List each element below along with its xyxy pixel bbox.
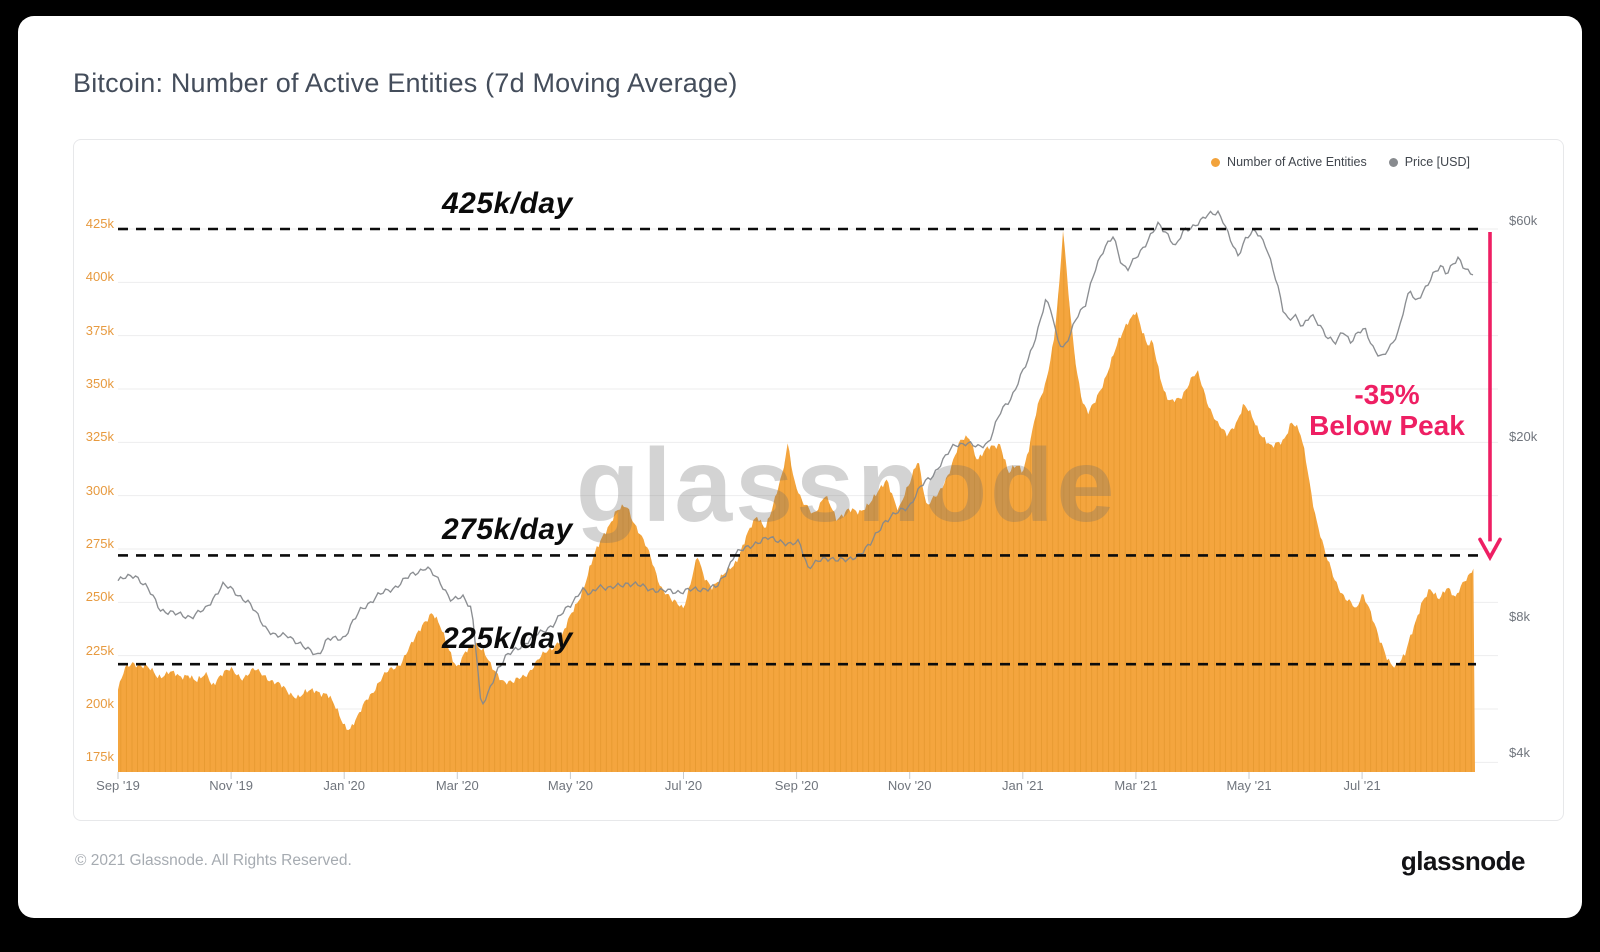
chart-plot-svg: glassnode	[117, 166, 1502, 779]
y-left-tick-label: 400k	[85, 269, 114, 285]
y-left-tick-label: 225k	[85, 642, 114, 658]
glassnode-watermark: glassnode	[576, 428, 1117, 544]
glassnode-logo: glassnode	[1400, 846, 1526, 876]
y-left-tick-label: 425k	[85, 216, 114, 231]
page-title: Bitcoin: Number of Active Entities (7d M…	[73, 68, 738, 98]
y-left-tick-label: 175k	[85, 749, 114, 765]
y-left-tick-label: 325k	[85, 429, 114, 445]
x-axis-tick-label: Sep '20	[774, 778, 819, 793]
x-axis-tick-label: Jul '20	[664, 778, 703, 793]
y-left-tick-label: 350k	[85, 375, 114, 391]
legend-item-active-entities[interactable]: Number of Active Entities	[1211, 155, 1367, 169]
y-right-tick-label: $20k	[1509, 428, 1538, 444]
legend-dot-active-entities-icon	[1211, 157, 1221, 167]
legend: Number of Active Entities Price [USD]	[1211, 155, 1470, 169]
legend-label-active-entities: Number of Active Entities	[1227, 155, 1367, 169]
legend-label-price: Price [USD]	[1404, 155, 1470, 169]
x-axis-tick-label: Sep '19	[96, 778, 140, 793]
x-axis-tick-label: Nov '19	[209, 778, 253, 793]
x-axis-tick-label: Mar '20	[435, 778, 479, 793]
x-axis-tick-label: Nov '20	[887, 778, 932, 793]
below-peak-callout: -35% Below Peak	[1298, 379, 1476, 441]
y-right-tick-label: $60k	[1509, 213, 1538, 228]
y-right-tick-label: $4k	[1509, 744, 1530, 760]
annotation-275k-per-day: 275k/day	[442, 513, 573, 547]
callout-text: Below Peak	[1309, 410, 1465, 441]
below-peak-arrowhead-icon	[1478, 537, 1502, 562]
y-left-tick-label: 275k	[85, 535, 114, 551]
x-axis-tick-label: May '21	[1226, 778, 1272, 793]
x-axis-tick-label: Jan '20	[323, 778, 365, 793]
legend-dot-price-icon	[1388, 157, 1398, 167]
y-left-tick-label: 300k	[85, 482, 114, 498]
plot-area[interactable]	[118, 166, 1475, 772]
x-axis-tick-label: May '20	[547, 778, 593, 793]
x-axis-tick-label: Jul '21	[1343, 778, 1381, 793]
footer-copyright: © 2021 Glassnode. All Rights Reserved.	[75, 852, 352, 869]
y-left-tick-label: 375k	[85, 322, 114, 338]
annotation-225k-per-day: 225k/day	[442, 622, 573, 656]
price-line	[117, 209, 1474, 706]
legend-item-price[interactable]: Price [USD]	[1388, 155, 1470, 169]
y-right-tick-label: $8k	[1509, 608, 1530, 624]
callout-percent: -35%	[1354, 379, 1420, 410]
y-left-tick-label: 250k	[85, 589, 114, 605]
x-axis-tick-label: Mar '21	[1114, 778, 1158, 793]
y-left-tick-label: 200k	[85, 695, 114, 711]
chart-card: Bitcoin: Number of Active Entities (7d M…	[18, 16, 1582, 918]
annotation-425k-per-day: 425k/day	[442, 187, 573, 220]
x-axis-tick-label: Jan '21	[1002, 778, 1044, 793]
